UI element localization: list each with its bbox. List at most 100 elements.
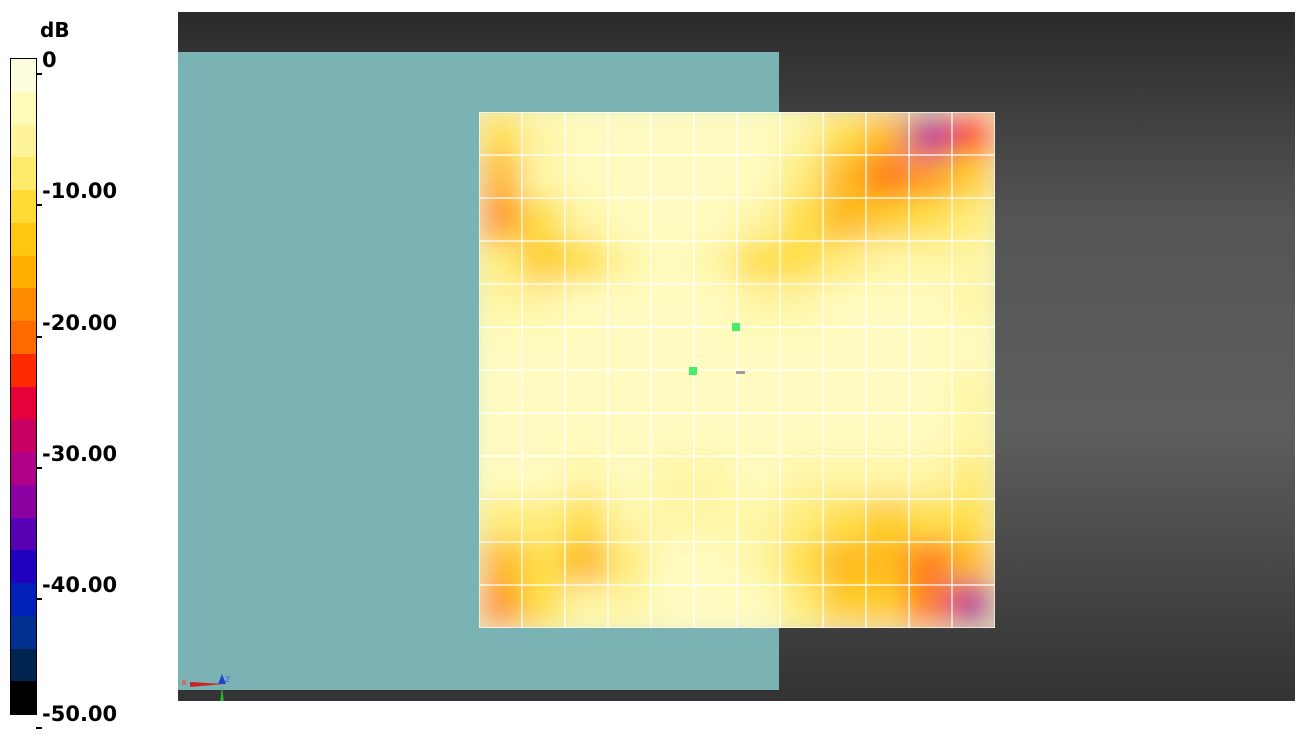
- field-cell: [650, 326, 695, 371]
- field-cell: [951, 369, 995, 414]
- 3d-viewport[interactable]: x z y: [178, 12, 1295, 701]
- colorbar-band: [11, 484, 36, 518]
- field-cell: [521, 455, 566, 500]
- field-cell: [479, 584, 523, 628]
- field-cell: [521, 584, 566, 628]
- colorbar-band: [11, 681, 36, 714]
- colorbar-band: [11, 648, 36, 682]
- field-cell: [951, 541, 995, 586]
- field-cell: [607, 283, 652, 328]
- colorbar: [10, 58, 37, 715]
- field-cell: [822, 197, 867, 242]
- field-cell: [693, 112, 738, 156]
- color-legend: dB 0 -10.00 -20.00 -30.00 -40.00 -50.00: [0, 0, 178, 729]
- field-cell: [479, 240, 523, 285]
- field-cell: [479, 112, 523, 156]
- field-cell: [822, 112, 867, 156]
- field-cell: [779, 326, 824, 371]
- field-cell: [693, 541, 738, 586]
- x-axis-arrow: [190, 682, 224, 687]
- field-cell: [822, 541, 867, 586]
- field-cell: [607, 455, 652, 500]
- colorbar-band: [11, 288, 36, 321]
- field-cell: [650, 541, 695, 586]
- colorbar-band: [11, 517, 36, 551]
- field-cell: [650, 283, 695, 328]
- field-cell: [951, 455, 995, 500]
- field-cell: [779, 112, 824, 156]
- field-cell: [951, 154, 995, 199]
- field-cell: [479, 541, 523, 586]
- axis-triad: x z y: [181, 674, 230, 701]
- field-cell: [521, 326, 566, 371]
- field-cell: [822, 584, 867, 628]
- field-scan-area: [479, 112, 995, 628]
- field-cell: [479, 455, 523, 500]
- field-cell: [779, 154, 824, 199]
- field-cell: [521, 283, 566, 328]
- field-cell: [693, 326, 738, 371]
- field-cell: [564, 240, 609, 285]
- field-cell: [951, 283, 995, 328]
- field-cell: [822, 498, 867, 543]
- field-cell: [650, 455, 695, 500]
- field-cell: [951, 112, 995, 156]
- field-cell: [479, 369, 523, 414]
- field-cell: [693, 197, 738, 242]
- field-cell: [479, 498, 523, 543]
- field-cell: [865, 541, 910, 586]
- field-cell: [650, 412, 695, 457]
- field-cell: [822, 455, 867, 500]
- field-cell: [521, 197, 566, 242]
- field-cell: [521, 154, 566, 199]
- probe-marker-2: [689, 367, 697, 375]
- field-cell: [865, 240, 910, 285]
- field-cell: [908, 584, 953, 628]
- field-cell: [564, 369, 609, 414]
- field-cell: [736, 154, 781, 199]
- field-cell: [650, 240, 695, 285]
- field-cell: [865, 154, 910, 199]
- field-cell: [736, 197, 781, 242]
- field-cell: [822, 369, 867, 414]
- field-cell: [607, 369, 652, 414]
- field-cell: [693, 498, 738, 543]
- field-cell: [951, 326, 995, 371]
- field-cell: [564, 412, 609, 457]
- field-cell: [650, 369, 695, 414]
- field-cell: [865, 584, 910, 628]
- field-cell: [908, 326, 953, 371]
- field-cell: [779, 283, 824, 328]
- field-cell: [822, 283, 867, 328]
- colorbar-band: [11, 190, 36, 223]
- colorbar-band: [11, 615, 36, 649]
- measurement-grid: [479, 112, 995, 628]
- legend-tick-1: -10.00: [35, 181, 117, 214]
- colorbar-band: [11, 419, 36, 452]
- field-cell: [607, 326, 652, 371]
- field-cell: [521, 541, 566, 586]
- field-cell: [908, 369, 953, 414]
- field-cell: [779, 412, 824, 457]
- field-cell: [564, 197, 609, 242]
- field-cell: [479, 283, 523, 328]
- field-cell: [736, 326, 781, 371]
- field-cell: [736, 541, 781, 586]
- legend-tick-0: 0: [36, 50, 57, 83]
- field-cell: [908, 412, 953, 457]
- field-cell: [779, 240, 824, 285]
- field-cell: [908, 498, 953, 543]
- field-cell: [908, 455, 953, 500]
- field-cell: [564, 154, 609, 199]
- field-cell: [607, 197, 652, 242]
- field-cell: [865, 326, 910, 371]
- field-cell: [865, 112, 910, 156]
- field-cell: [865, 455, 910, 500]
- field-cell: [693, 154, 738, 199]
- probe-marker-3: [736, 371, 745, 374]
- field-cell: [479, 326, 523, 371]
- field-cell: [564, 584, 609, 628]
- field-cell: [693, 455, 738, 500]
- field-cell: [865, 498, 910, 543]
- field-cell: [693, 240, 738, 285]
